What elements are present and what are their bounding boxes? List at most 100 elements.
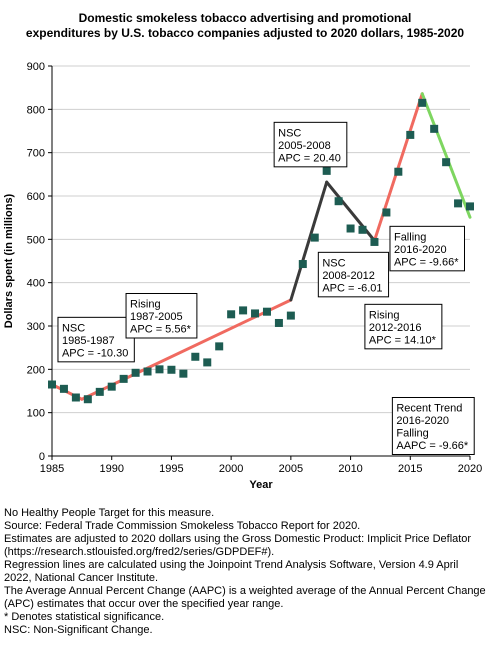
data-point [143, 367, 152, 376]
regression-segment [420, 92, 472, 219]
annotation-text: Rising [130, 299, 161, 311]
data-point [346, 224, 355, 233]
x-tick-label: 1985 [40, 463, 64, 475]
annotation-frame [317, 251, 390, 298]
x-tick-label: 2020 [458, 463, 482, 475]
axes: 0 100 200 300 400 500 600 700 800 900 1985 1990 1995… [27, 61, 483, 475]
x-tick-label: 2000 [219, 463, 243, 475]
regression-segment [372, 92, 424, 243]
annotation-text: NSC [278, 127, 301, 139]
data-point [406, 130, 415, 139]
y-tick-label: 800 [27, 104, 45, 116]
data-point [179, 369, 188, 378]
data-point [203, 358, 212, 367]
y-tick-label: 700 [27, 148, 45, 160]
data-point [95, 387, 104, 396]
chart-title: Domestic smokeless tobacco advertising a… [26, 11, 464, 40]
smokeless-tobacco-chart: Domestic smokeless tobacco advertising a… [3, 11, 483, 491]
annotation-text: APC = -9.66* [394, 256, 459, 268]
data-point [71, 393, 80, 402]
annotation-text: Rising [369, 309, 400, 321]
y-tick-label: 200 [27, 364, 45, 376]
data-point [131, 368, 140, 377]
data-point [191, 352, 200, 361]
footnote-line: Estimates are adjusted to 2020 dollars u… [4, 533, 472, 558]
footnote-line: No Healthy People Target for this measur… [4, 507, 215, 519]
y-tick-label: 0 [39, 451, 45, 463]
annotation-text: APC = 20.40 [278, 152, 341, 164]
annotation-text: Falling [394, 231, 426, 243]
annotation-text: 2016-2020 [396, 415, 449, 427]
footnote-line: NSC: Non-Significant Change. [4, 624, 153, 636]
chart-title-line: Domestic smokeless tobacco advertising a… [79, 11, 412, 25]
y-axis-label: Dollars spent (in millions) [3, 193, 15, 328]
annotation-text: 2008-2012 [322, 270, 375, 282]
y-tick-label: 100 [27, 408, 45, 420]
data-point [334, 197, 343, 206]
annotation-text: 2005-2008 [278, 140, 331, 152]
chart-title-line: expenditures by U.S. tobacco companies a… [26, 26, 464, 40]
data-point [322, 166, 331, 175]
data-point [370, 237, 379, 246]
data-point [239, 306, 248, 315]
data-point [215, 342, 224, 351]
data-point [107, 382, 116, 391]
data-point [418, 98, 427, 107]
annotation-text: APC = 5.56* [130, 324, 192, 336]
annotation-text: 2016-2020 [394, 244, 447, 256]
data-point [466, 202, 474, 211]
annotation-text: NSC [62, 322, 85, 334]
x-axis-label: Year [249, 479, 273, 491]
x-tick-label: 2015 [398, 463, 422, 475]
annotation-text: APC = -10.30 [62, 347, 128, 359]
annotation-frame [57, 316, 135, 363]
data-point [251, 309, 260, 318]
data-point [310, 233, 319, 242]
data-point [59, 384, 68, 393]
footnote-line: * Denotes statistical significance. [4, 611, 165, 623]
annotation-frame [273, 121, 348, 168]
annotation-text: APC = 14.10* [369, 334, 437, 346]
x-tick-label: 2010 [338, 463, 362, 475]
annotation-frame [389, 225, 465, 272]
annotation-text: 1987-2005 [130, 311, 183, 323]
data-point [119, 374, 128, 383]
annotation-text: 2012-2016 [369, 322, 422, 334]
data-point [262, 307, 271, 316]
annotation-text: AAPC = -9.66* [396, 440, 469, 452]
y-tick-label: 900 [27, 61, 45, 73]
data-point [430, 124, 439, 133]
data-point [394, 167, 403, 176]
footnote-line: The Average Annual Percent Change (AAPC)… [4, 585, 486, 610]
data-point [48, 380, 56, 389]
footnote-line: Source: Federal Trade Commission Smokele… [4, 520, 361, 532]
data-point [442, 158, 451, 167]
annotation-text: 1985-1987 [62, 335, 115, 347]
y-tick-label: 600 [27, 191, 45, 203]
annotation-text: Falling [396, 428, 428, 440]
footnotes: No Healthy People Target for this measur… [4, 507, 488, 637]
annotation-frame [391, 397, 475, 455]
annotation-text: Recent Trend [396, 403, 462, 415]
data-point [227, 310, 236, 319]
data-point [298, 260, 307, 269]
data-point [454, 199, 463, 208]
data-point [358, 225, 367, 234]
footnote-line: Regression lines are calculated using th… [4, 559, 459, 584]
annotation-frame [125, 293, 198, 339]
data-point [83, 395, 92, 404]
data-point [274, 318, 283, 327]
y-tick-label: 500 [27, 234, 45, 246]
data-point [167, 365, 176, 374]
x-tick-label: 1995 [159, 463, 183, 475]
x-tick-label: 1990 [99, 463, 123, 475]
data-point [286, 311, 295, 320]
